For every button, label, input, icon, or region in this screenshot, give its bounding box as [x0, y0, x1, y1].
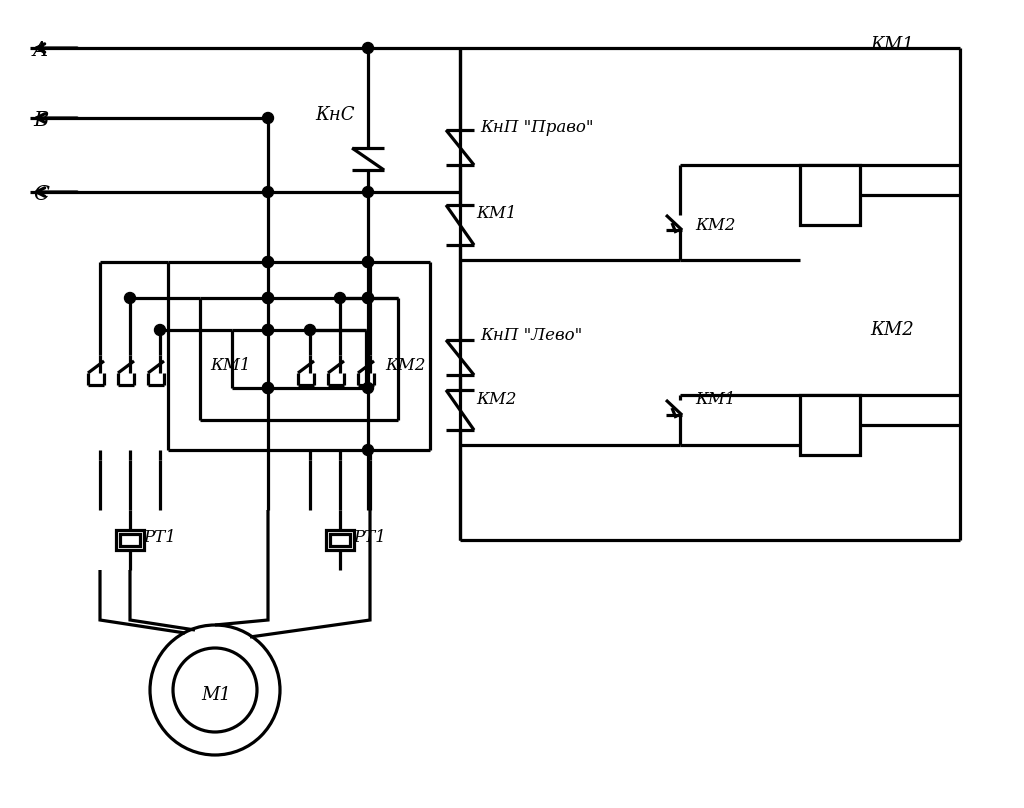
Text: КМ2: КМ2 [476, 392, 516, 409]
Circle shape [262, 256, 273, 267]
Circle shape [262, 292, 273, 304]
Circle shape [362, 382, 374, 393]
Text: РТ1: РТ1 [143, 529, 176, 546]
Text: КнП "Лево": КнП "Лево" [480, 326, 583, 343]
Bar [800, 165, 860, 225]
Circle shape [173, 648, 257, 732]
Bar [800, 395, 860, 455]
Text: КМ2: КМ2 [870, 321, 913, 339]
Circle shape [262, 325, 273, 335]
Text: КнП "Право": КнП "Право" [480, 120, 594, 137]
Circle shape [362, 43, 374, 53]
Circle shape [335, 292, 345, 304]
Text: КМ1: КМ1 [870, 36, 913, 54]
Circle shape [125, 292, 135, 304]
Bar [330, 534, 350, 546]
Circle shape [155, 325, 166, 335]
Circle shape [262, 325, 273, 335]
Circle shape [150, 625, 280, 755]
Circle shape [362, 256, 374, 267]
Circle shape [262, 382, 273, 393]
Text: A: A [33, 41, 48, 61]
Circle shape [362, 444, 374, 456]
Text: КнС: КнС [315, 106, 354, 124]
Text: КМ1: КМ1 [476, 204, 516, 221]
Text: C: C [33, 186, 49, 204]
Circle shape [262, 112, 273, 124]
Bar [120, 534, 140, 546]
Text: КМ1: КМ1 [210, 356, 251, 373]
Bar [116, 530, 144, 550]
Circle shape [362, 256, 374, 267]
Bar [326, 530, 354, 550]
Text: РТ1: РТ1 [353, 529, 386, 546]
Circle shape [262, 187, 273, 197]
Circle shape [362, 292, 374, 304]
Circle shape [362, 292, 374, 304]
Text: B: B [33, 112, 48, 131]
Text: КМ2: КМ2 [385, 356, 426, 373]
Circle shape [362, 187, 374, 197]
Circle shape [262, 256, 273, 267]
Circle shape [262, 292, 273, 304]
Text: КМ2: КМ2 [695, 217, 735, 234]
Text: М1: М1 [201, 686, 230, 704]
Circle shape [262, 382, 273, 393]
Circle shape [304, 325, 315, 335]
Text: КМ1: КМ1 [695, 392, 735, 409]
